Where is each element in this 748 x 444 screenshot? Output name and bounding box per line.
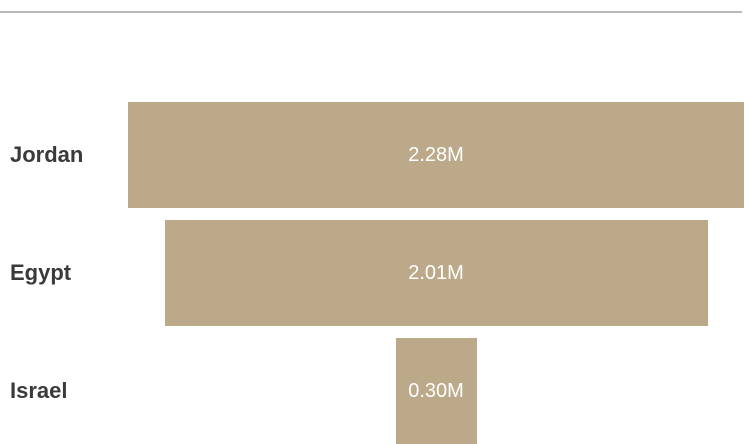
bar-value-label-egypt: 2.01M [408,262,464,284]
bar-value-label-jordan: 2.28M [408,144,464,166]
title-divider [0,11,742,13]
funnel-bar-jordan[interactable] [128,102,744,208]
category-label-egypt: Egypt [10,260,72,285]
funnel-bar-egypt[interactable] [165,220,708,326]
bar-value-label-israel: 0.30M [408,380,464,402]
funnel-bar-israel[interactable] [396,338,477,444]
category-label-israel: Israel [10,378,68,403]
category-label-jordan: Jordan [10,142,84,167]
